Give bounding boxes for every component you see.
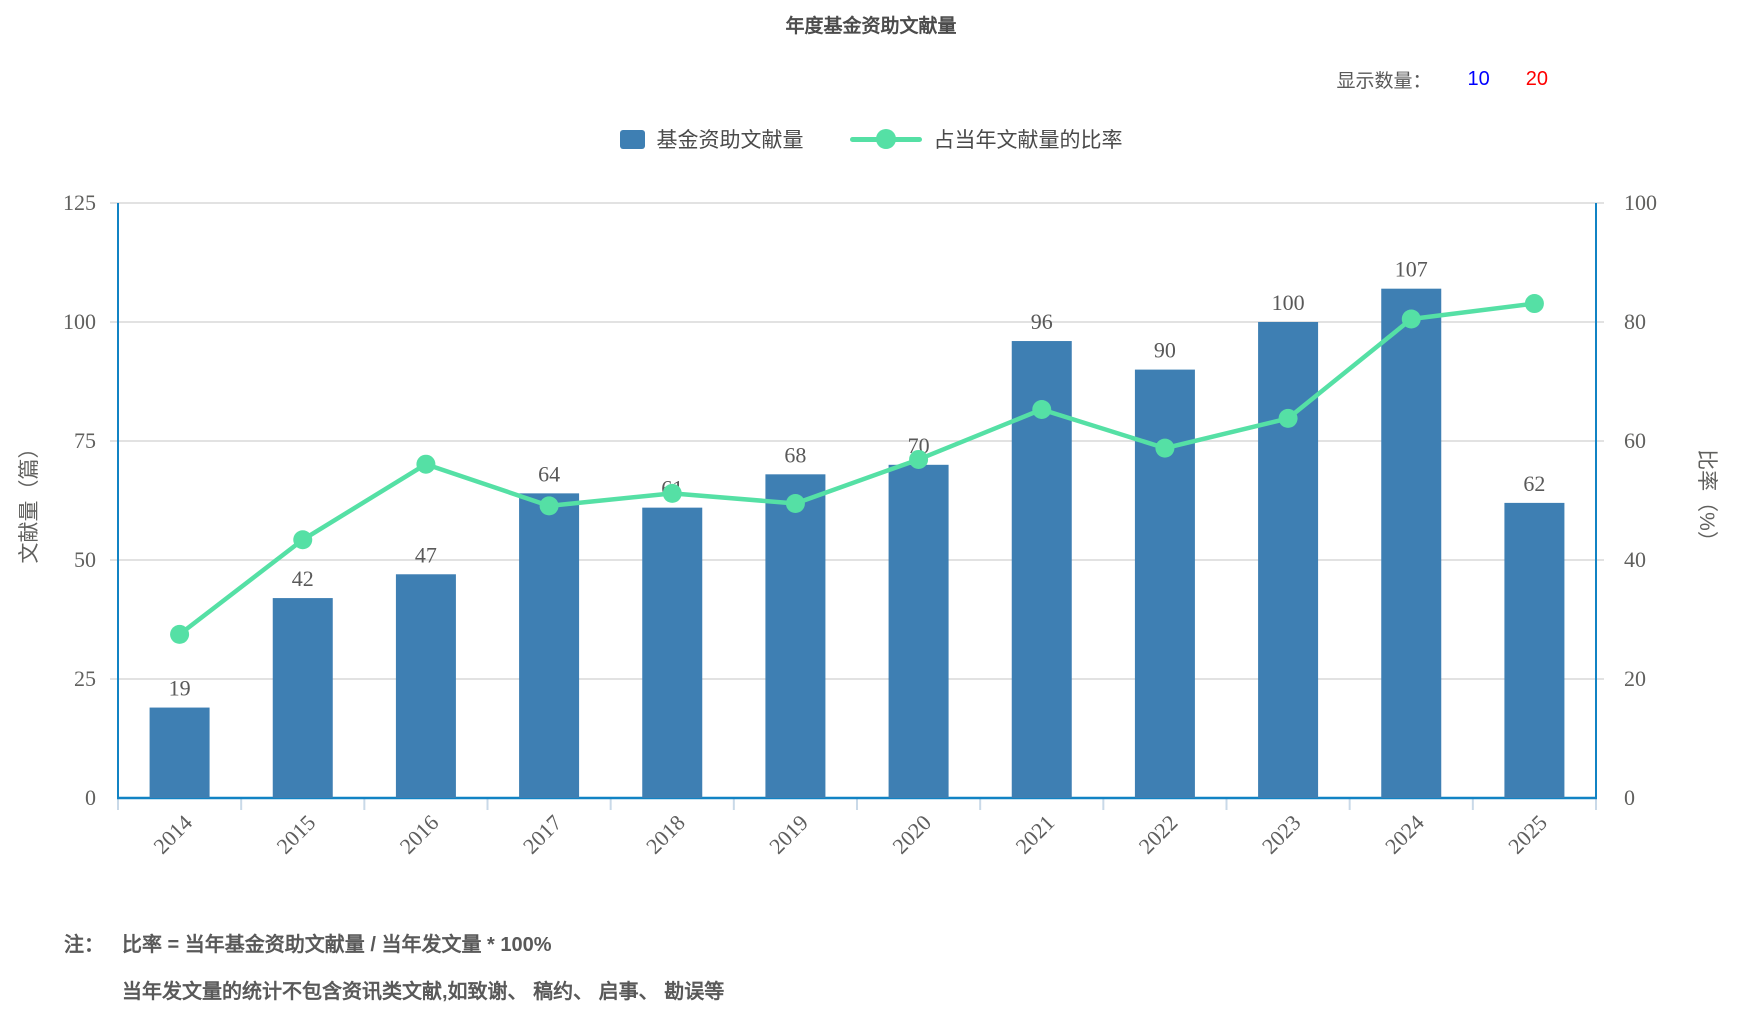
legend-item-bar-series[interactable]: 基金资助文献量 [619,124,804,154]
bar-2015[interactable] [272,598,333,798]
ratio-point-2018[interactable] [662,483,682,503]
bar-label-2017: 64 [538,461,560,486]
bar-2022[interactable] [1134,369,1195,798]
left-tick-label-100: 100 [63,309,96,334]
right-tick-label-100: 100 [1624,190,1657,215]
bar-2016[interactable] [395,574,456,798]
display-count-option-10[interactable]: 10 [1467,68,1490,90]
left-tick-label-25: 25 [74,666,96,691]
x-label-2015: 2015 [271,810,320,859]
right-tick-label-20: 20 [1624,666,1646,691]
left-axis-title: 文献量（篇） [18,438,41,564]
bar-label-2016: 47 [415,542,437,567]
note-line-1: 比率 = 当年基金资助文献量 / 当年发文量 * 100% [122,934,552,956]
ratio-point-2016[interactable] [416,454,436,474]
display-count-option-20[interactable]: 20 [1525,68,1548,90]
bar-label-2015: 42 [292,566,314,591]
ratio-point-2021[interactable] [1032,399,1052,419]
x-label-2020: 2020 [887,810,936,859]
bar-label-2020: 70 [908,433,930,458]
x-label-2014: 2014 [148,810,197,859]
page-title: 年度基金资助文献量 [785,16,957,37]
note-line-2: 当年发文量的统计不包含资讯类文献,如致谢、 稿约、 启事、 勘误等 [122,981,725,1003]
chart-notes: 注： 比率 = 当年基金资助文献量 / 当年发文量 * 100% 当年发文量的统… [64,922,724,1012]
bar-label-2023: 100 [1272,290,1305,315]
bar-2018[interactable] [642,507,703,798]
display-count-label: 显示数量： [1336,71,1432,92]
line-marker-icon [849,129,922,149]
bar-2023[interactable] [1258,322,1319,798]
bar-label-2025: 62 [1523,471,1545,496]
x-label-2018: 2018 [641,810,690,859]
right-tick-label-40: 40 [1624,547,1646,572]
legend-label-bar: 基金资助文献量 [656,129,804,152]
ratio-point-2014[interactable] [170,624,190,644]
ratio-point-2017[interactable] [539,496,559,516]
bar-2025[interactable] [1504,502,1565,798]
x-label-2024: 2024 [1380,810,1429,859]
note-prefix: 注： [64,934,104,956]
ratio-point-2024[interactable] [1401,309,1421,329]
right-tick-label-0: 0 [1624,785,1635,810]
ratio-point-2019[interactable] [785,493,805,513]
right-tick-label-80: 80 [1624,309,1646,334]
legend-item-line-series[interactable]: 占当年文献量的比率 [849,124,1123,154]
bar-2014[interactable] [149,707,210,798]
bar-2017[interactable] [519,493,580,798]
left-tick-label-0: 0 [85,785,96,810]
bar-label-2014: 19 [169,676,191,701]
left-tick-label-50: 50 [74,547,96,572]
x-label-2019: 2019 [764,810,813,859]
display-count-control: 显示数量： 10 20 [1336,66,1548,93]
x-label-2021: 2021 [1010,810,1059,859]
bar-label-2024: 107 [1395,257,1428,282]
ratio-point-2025[interactable] [1524,294,1544,314]
bar-2019[interactable] [765,474,826,798]
x-label-2017: 2017 [518,810,567,859]
legend-label-line: 占当年文献量的比率 [933,129,1123,152]
bar-swatch-icon [619,129,645,149]
ratio-line [177,301,1537,637]
chart-canvas: 1942476461687096901001076202550751001250… [18,190,1718,859]
ratio-point-2020[interactable] [909,449,929,469]
chart-legend: 基金资助文献量 占当年文献量的比率 [0,124,1742,154]
ratio-point-2015[interactable] [293,530,313,550]
right-axis-title: 比率（%） [1695,449,1718,552]
x-label-2023: 2023 [1257,810,1306,859]
bar-label-2019: 68 [784,442,806,467]
bar-2020[interactable] [888,464,949,798]
bar-2024[interactable] [1381,288,1442,798]
ratio-point-2023[interactable] [1278,408,1298,428]
bar-label-2021: 96 [1031,309,1053,334]
x-label-2016: 2016 [395,810,444,859]
x-label-2025: 2025 [1503,810,1552,859]
right-tick-label-60: 60 [1624,428,1646,453]
bar-label-2022: 90 [1154,338,1176,363]
left-tick-label-125: 125 [63,190,96,215]
line-dot-icon [875,129,896,149]
x-label-2022: 2022 [1134,810,1183,859]
ratio-point-2022[interactable] [1155,438,1175,458]
chart-area: 1942476461687096901001076202550751001250… [0,170,1742,905]
left-tick-label-75: 75 [74,428,96,453]
